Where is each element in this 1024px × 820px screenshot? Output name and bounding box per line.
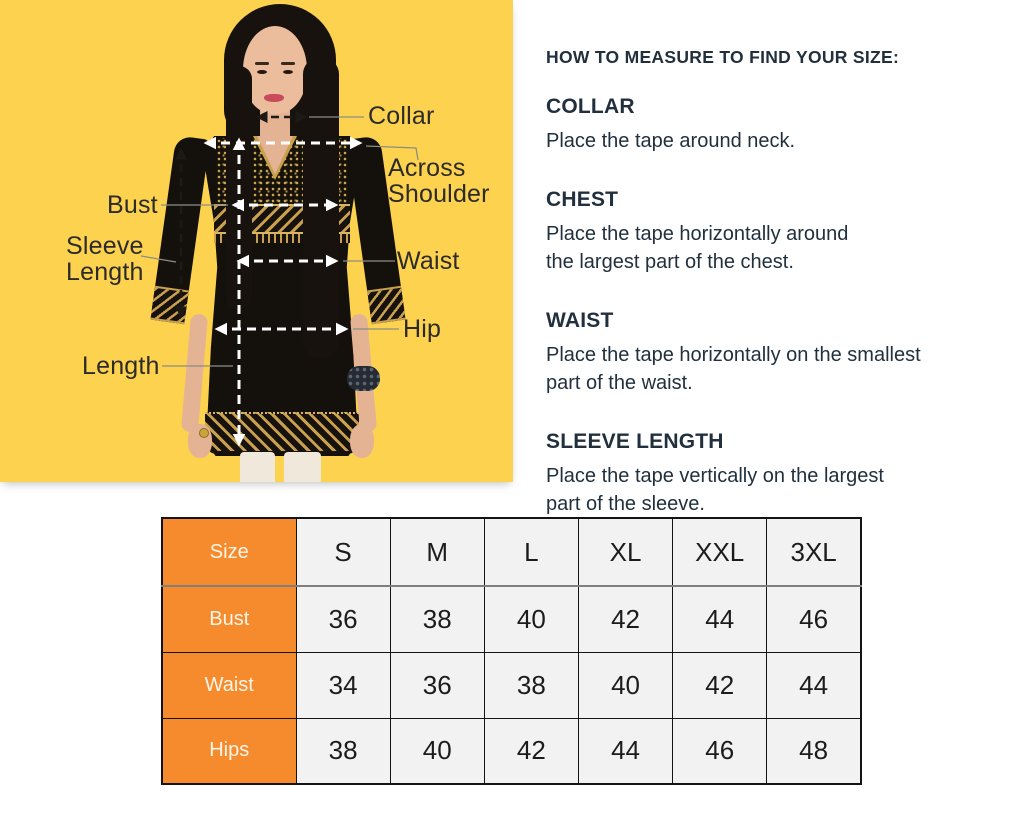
model-eyebrow-left — [255, 62, 269, 65]
size-chart-row-label: Bust — [162, 585, 296, 652]
gold-cuff-right — [367, 285, 406, 325]
hip-label: Hip — [403, 315, 442, 343]
section-body: Place the tape horizontally around the l… — [546, 223, 849, 273]
size-chart-value-cell: 44 — [766, 651, 861, 718]
size-chart-corner-cell: Size — [162, 518, 296, 587]
length-label: Length — [82, 352, 160, 380]
size-chart-value-cell: 38 — [483, 651, 579, 718]
model-leg-right — [284, 452, 321, 482]
size-chart-value-cell: 46 — [672, 717, 767, 784]
size-chart-value-cell: 48 — [766, 717, 861, 784]
size-chart-row: Hips 38 40 42 44 46 48 — [162, 717, 861, 784]
bust-label: Bust — [107, 191, 158, 219]
instruction-section-collar: COLLAR Place the tape around neck. — [546, 95, 996, 155]
size-chart-size-header: XL — [577, 518, 673, 587]
kurti-gold-stripes — [214, 234, 350, 243]
size-chart-value-cell: 44 — [577, 717, 673, 784]
size-chart-row: Waist 34 36 38 40 42 44 — [162, 651, 861, 718]
size-chart-value-cell: 40 — [577, 651, 673, 718]
section-heading: WAIST — [546, 309, 614, 332]
instruction-section-chest: CHEST Place the tape horizontally around… — [546, 188, 996, 276]
size-chart-value-cell: 40 — [483, 585, 579, 652]
size-chart-value-cell: 38 — [295, 717, 391, 784]
size-chart-row-label: Hips — [162, 717, 296, 784]
size-chart-size-header: M — [389, 518, 485, 587]
size-chart-value-cell: 36 — [389, 651, 485, 718]
size-chart-value-cell: 42 — [672, 651, 767, 718]
model-eyebrow-right — [281, 62, 295, 65]
sleeve-length-label: Sleeve Length — [66, 232, 144, 286]
bracelet-icon — [347, 366, 380, 391]
how-to-measure-title: HOW TO MEASURE TO FIND YOUR SIZE: — [546, 47, 900, 67]
size-chart-value-cell: 46 — [766, 585, 861, 652]
model-eye-left — [257, 70, 267, 74]
measurement-diagram: Collar Across Shoulder Bust Sleeve Lengt… — [0, 0, 513, 482]
how-to-measure-panel: HOW TO MEASURE TO FIND YOUR SIZE: COLLAR… — [546, 47, 996, 551]
kurti-gold-hem — [205, 412, 359, 454]
section-body: Place the tape horizontally on the small… — [546, 344, 921, 394]
waist-label: Waist — [397, 247, 460, 275]
size-chart-value-cell: 44 — [672, 585, 767, 652]
gold-cuff-left — [150, 285, 189, 325]
size-chart-size-header: XXL — [672, 518, 767, 587]
instruction-section-sleeve-length: SLEEVE LENGTH Place the tape vertically … — [546, 430, 996, 518]
instruction-section-waist: WAIST Place the tape horizontally on the… — [546, 309, 996, 397]
size-chart-row-label: Waist — [162, 651, 296, 718]
size-chart-value-cell: 40 — [389, 717, 485, 784]
size-chart-table: Size S M L XL XXL 3XL Bust 36 38 40 42 44 46 Waist 34 3… — [161, 517, 862, 785]
model-eye-right — [283, 70, 293, 74]
size-chart-size-header: L — [483, 518, 579, 587]
size-chart-value-cell: 36 — [295, 585, 391, 652]
size-chart-value-cell: 42 — [577, 585, 673, 652]
section-body: Place the tape around neck. — [546, 130, 796, 152]
size-chart-size-header: 3XL — [766, 518, 861, 587]
section-heading: COLLAR — [546, 95, 635, 118]
size-chart-row: Bust 36 38 40 42 44 46 — [162, 585, 861, 652]
model-hand-right — [350, 424, 374, 458]
size-chart-value-cell: 34 — [295, 651, 391, 718]
across-shoulder-label: Across Shoulder — [388, 154, 490, 208]
model-lips — [264, 94, 284, 102]
size-chart-value-cell: 38 — [389, 585, 485, 652]
model-hair-strand-right — [303, 58, 339, 358]
model-leg-left — [240, 452, 275, 482]
kurti-sleeve-left — [150, 135, 210, 325]
section-heading: SLEEVE LENGTH — [546, 430, 724, 453]
size-chart-size-header: S — [295, 518, 391, 587]
section-heading: CHEST — [546, 188, 619, 211]
model-hair-strand-left — [226, 66, 252, 310]
collar-label: Collar — [368, 102, 435, 130]
size-chart-header: Size S M L XL XXL 3XL — [162, 518, 861, 587]
ring-icon — [199, 428, 209, 438]
section-body: Place the tape vertically on the largest… — [546, 465, 884, 515]
size-chart-value-cell: 42 — [483, 717, 579, 784]
